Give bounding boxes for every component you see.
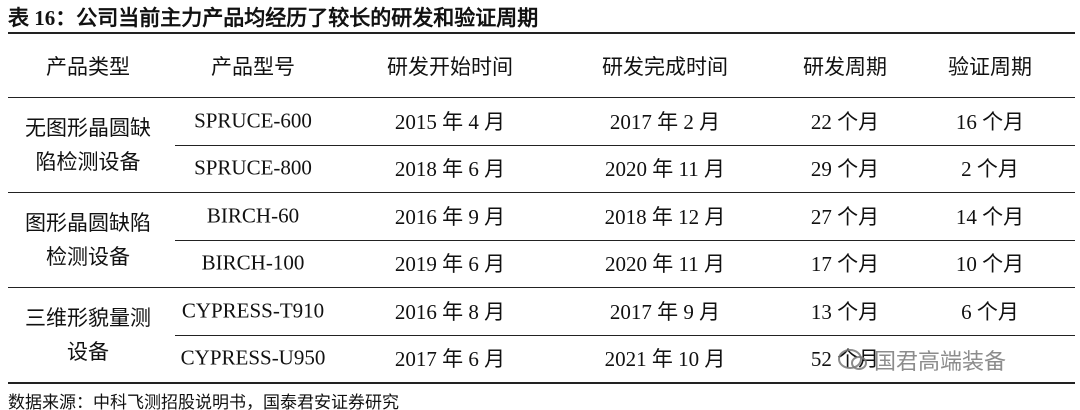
table-cell: 17 个月: [810, 252, 880, 277]
header-cell: 产品型号: [211, 55, 295, 79]
table-cell: BIRCH-60: [206, 203, 300, 228]
table-cell: 2018 年 6 月: [394, 157, 506, 182]
table-cell: 2015 年 4 月: [394, 109, 506, 134]
table-cell: SPRUCE-600: [194, 108, 312, 133]
table-cell: 27 个月: [810, 204, 880, 229]
header-cell: 研发开始时间: [387, 55, 513, 79]
table-rule: [8, 192, 1075, 193]
table-cell: 2020 年 11 月: [605, 157, 725, 182]
table-cell: CYPRESS-U950: [180, 345, 326, 370]
header-cell: 验证周期: [948, 55, 1032, 79]
source-note: 数据来源：中科飞测招股说明书，国泰君安证券研究: [8, 393, 399, 410]
watermark-icon: [838, 349, 867, 370]
table-rule: [8, 97, 1075, 98]
table-rule: [8, 32, 1075, 34]
group-label: 三维形貌量测设备: [25, 305, 151, 364]
group-label: 图形晶圆缺陷检测设备: [25, 210, 151, 269]
header-cell: 研发周期: [803, 55, 887, 79]
table-cell: 10 个月: [955, 252, 1025, 277]
table-rule: [175, 144, 1075, 146]
table-cell: 2016 年 9 月: [394, 204, 506, 229]
header-cell: 研发完成时间: [602, 55, 728, 79]
table-cell: 2017 年 2 月: [609, 109, 721, 134]
table-rule: [8, 382, 1075, 384]
watermark-text: 国君高端装备: [874, 350, 1007, 375]
table-cell: 14 个月: [955, 204, 1025, 229]
watermark: 国君高端装备: [838, 344, 1006, 376]
table-cell: CYPRESS-T910: [181, 298, 325, 323]
table-cell: 2020 年 11 月: [605, 252, 725, 277]
table-cell: 2016 年 8 月: [394, 299, 506, 324]
group-label: 无图形晶圆缺陷检测设备: [25, 115, 151, 174]
table-rule: [8, 287, 1075, 288]
table-cell: 29 个月: [810, 157, 880, 182]
table-cell: 13 个月: [810, 299, 880, 324]
table-cell: 2017 年 9 月: [609, 299, 721, 324]
table-cell: 2019 年 6 月: [394, 252, 506, 277]
table-cell: 2018 年 12 月: [604, 204, 726, 229]
table-cell: 16 个月: [955, 109, 1025, 134]
table-title: 表 16：公司当前主力产品均经历了较长的研发和验证周期: [8, 6, 539, 30]
table-rule: [175, 239, 1075, 241]
table-cell: BIRCH-100: [201, 250, 305, 275]
table-cell: SPRUCE-800: [194, 155, 312, 180]
table-cell: 2 个月: [961, 157, 1019, 182]
table-rule: [175, 334, 1075, 336]
table-cell: 22 个月: [810, 109, 880, 134]
table-cell: 6 个月: [961, 299, 1019, 324]
header-cell: 产品类型: [46, 55, 130, 79]
table-cell: 2017 年 6 月: [394, 347, 506, 372]
table-cell: 2021 年 10 月: [604, 347, 726, 372]
